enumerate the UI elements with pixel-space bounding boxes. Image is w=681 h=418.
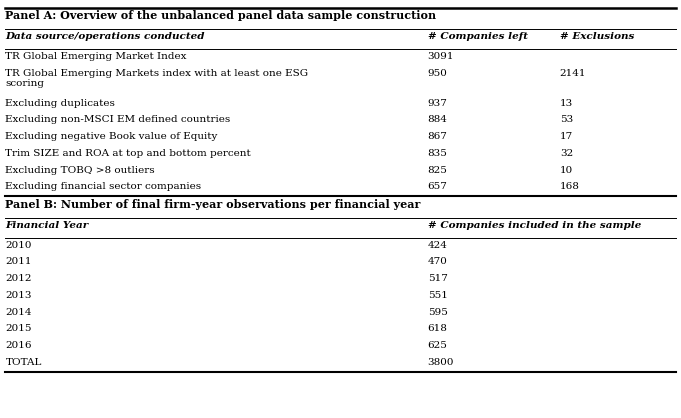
Text: 551: 551 bbox=[428, 291, 447, 300]
Text: 2141: 2141 bbox=[560, 69, 586, 78]
Text: # Companies left: # Companies left bbox=[428, 32, 528, 41]
Text: 53: 53 bbox=[560, 115, 573, 125]
Text: Excluding negative Book value of Equity: Excluding negative Book value of Equity bbox=[5, 132, 218, 141]
Text: 13: 13 bbox=[560, 99, 573, 108]
Text: 595: 595 bbox=[428, 308, 447, 317]
Text: 2013: 2013 bbox=[5, 291, 32, 300]
Text: 2016: 2016 bbox=[5, 341, 32, 350]
Text: TOTAL: TOTAL bbox=[5, 358, 42, 367]
Text: # Exclusions: # Exclusions bbox=[560, 32, 634, 41]
Text: 3091: 3091 bbox=[428, 52, 454, 61]
Text: # Companies included in the sample: # Companies included in the sample bbox=[428, 221, 641, 230]
Text: 625: 625 bbox=[428, 341, 447, 350]
Text: 3800: 3800 bbox=[428, 358, 454, 367]
Text: 835: 835 bbox=[428, 149, 447, 158]
Text: 618: 618 bbox=[428, 324, 447, 334]
Text: 168: 168 bbox=[560, 182, 580, 191]
Text: Excluding duplicates: Excluding duplicates bbox=[5, 99, 115, 108]
Text: 2010: 2010 bbox=[5, 241, 32, 250]
Text: 867: 867 bbox=[428, 132, 447, 141]
Text: TR Global Emerging Market Index: TR Global Emerging Market Index bbox=[5, 52, 187, 61]
Text: 937: 937 bbox=[428, 99, 447, 108]
Text: Excluding TOBQ >8 outliers: Excluding TOBQ >8 outliers bbox=[5, 166, 155, 175]
Text: 2012: 2012 bbox=[5, 274, 32, 283]
Text: Excluding non-MSCI EM defined countries: Excluding non-MSCI EM defined countries bbox=[5, 115, 231, 125]
Text: 2015: 2015 bbox=[5, 324, 32, 334]
Text: 10: 10 bbox=[560, 166, 573, 175]
Text: 657: 657 bbox=[428, 182, 447, 191]
Text: 884: 884 bbox=[428, 115, 447, 125]
Text: 2011: 2011 bbox=[5, 257, 32, 267]
Text: 32: 32 bbox=[560, 149, 573, 158]
Text: Data source/operations conducted: Data source/operations conducted bbox=[5, 32, 205, 41]
Text: TR Global Emerging Markets index with at least one ESG
scoring: TR Global Emerging Markets index with at… bbox=[5, 69, 308, 88]
Text: 2014: 2014 bbox=[5, 308, 32, 317]
Text: Panel A: Overview of the unbalanced panel data sample construction: Panel A: Overview of the unbalanced pane… bbox=[5, 10, 437, 21]
Text: 17: 17 bbox=[560, 132, 573, 141]
Text: 950: 950 bbox=[428, 69, 447, 78]
Text: Panel B: Number of final firm-year observations per financial year: Panel B: Number of final firm-year obser… bbox=[5, 199, 421, 210]
Text: Excluding financial sector companies: Excluding financial sector companies bbox=[5, 182, 202, 191]
Text: 517: 517 bbox=[428, 274, 447, 283]
Text: Trim SIZE and ROA at top and bottom percent: Trim SIZE and ROA at top and bottom perc… bbox=[5, 149, 251, 158]
Text: 470: 470 bbox=[428, 257, 447, 267]
Text: 424: 424 bbox=[428, 241, 447, 250]
Text: 825: 825 bbox=[428, 166, 447, 175]
Text: Financial Year: Financial Year bbox=[5, 221, 89, 230]
